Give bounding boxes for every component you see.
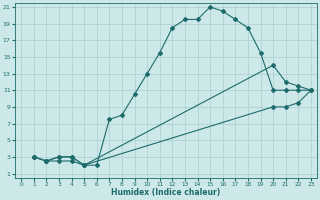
X-axis label: Humidex (Indice chaleur): Humidex (Indice chaleur): [111, 188, 221, 197]
